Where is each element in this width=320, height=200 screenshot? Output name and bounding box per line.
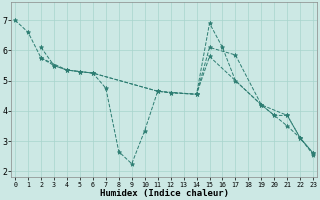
X-axis label: Humidex (Indice chaleur): Humidex (Indice chaleur) bbox=[100, 189, 229, 198]
